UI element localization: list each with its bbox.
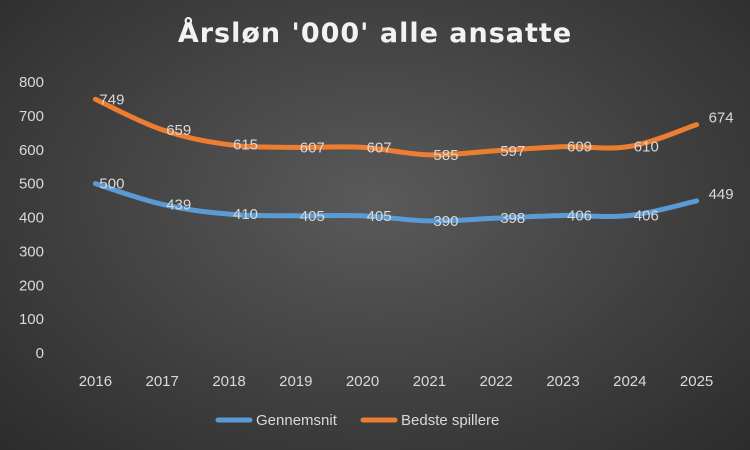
data-label-gennemsnit: 405 (367, 208, 392, 225)
y-tick-label: 600 (19, 142, 44, 159)
data-label-gennemsnit: 439 (166, 196, 191, 213)
x-tick-label: 2019 (279, 373, 312, 390)
data-label-gennemsnit: 406 (634, 207, 659, 224)
data-label-bedste-spillere: 610 (634, 138, 659, 155)
y-tick-label: 100 (19, 311, 44, 328)
data-label-gennemsnit: 410 (233, 206, 258, 223)
y-tick-label: 500 (19, 176, 44, 193)
data-label-gennemsnit: 398 (500, 210, 525, 227)
data-label-bedste-spillere: 749 (99, 91, 124, 108)
data-label-bedste-spillere: 585 (433, 147, 458, 164)
x-tick-label: 2024 (613, 373, 646, 390)
y-tick-label: 200 (19, 277, 44, 294)
y-tick-label: 800 (19, 74, 44, 91)
data-label-gennemsnit: 390 (433, 213, 458, 230)
x-tick-label: 2025 (680, 373, 713, 390)
y-tick-label: 300 (19, 243, 44, 260)
chart-title: Årsløn '000' alle ansatte (177, 18, 573, 49)
x-tick-label: 2020 (346, 373, 379, 390)
data-label-bedste-spillere: 615 (233, 137, 258, 154)
x-tick-label: 2022 (480, 373, 513, 390)
data-label-gennemsnit: 406 (567, 207, 592, 224)
data-label-bedste-spillere: 597 (500, 143, 525, 160)
series-line-bedste-spillere (92, 96, 700, 158)
data-label-bedste-spillere: 607 (300, 139, 325, 156)
x-tick-label: 2021 (413, 373, 446, 390)
data-label-bedste-spillere: 609 (567, 139, 592, 156)
x-tick-label: 2016 (79, 373, 112, 390)
y-tick-label: 700 (19, 108, 44, 125)
data-label-bedste-spillere: 674 (709, 110, 734, 127)
x-tick-label: 2023 (546, 373, 579, 390)
data-label-bedste-spillere: 659 (166, 122, 191, 139)
data-label-gennemsnit: 449 (709, 186, 734, 203)
legend-label-gennemsnit: Gennemsnit (256, 412, 338, 429)
x-tick-label: 2017 (146, 373, 179, 390)
legend-label-bedste-spillere: Bedste spillere (401, 412, 499, 429)
series-line-gennemsnit (92, 181, 700, 224)
y-tick-label: 400 (19, 210, 44, 227)
y-tick-label: 0 (36, 345, 44, 362)
x-tick-label: 2018 (212, 373, 245, 390)
data-label-gennemsnit: 405 (300, 208, 325, 225)
data-label-gennemsnit: 500 (99, 176, 124, 193)
data-label-bedste-spillere: 607 (367, 139, 392, 156)
